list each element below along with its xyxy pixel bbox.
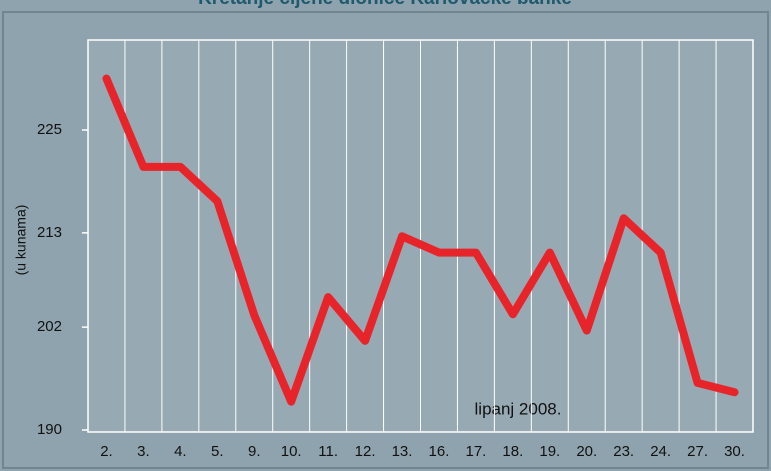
x-tick-label: 11.	[318, 443, 338, 460]
annotation: lipanj 2008.	[475, 399, 562, 418]
x-tick-label: 27.	[687, 443, 708, 460]
x-tick-label: 19.	[539, 443, 560, 460]
x-tick-label: 18.	[502, 443, 523, 460]
x-tick-label: 9.	[248, 443, 261, 460]
x-tick-label: 30.	[724, 443, 745, 460]
y-tick-label: 202	[37, 318, 62, 335]
x-tick-label: 23.	[613, 443, 634, 460]
line	[102, 74, 739, 406]
x-tick-label: 17.	[465, 443, 486, 460]
frame	[2, 11, 769, 469]
y-tick-label: 225	[37, 121, 62, 138]
x-tick-label: 16.	[429, 443, 450, 460]
y-tick-label: 213	[37, 224, 62, 241]
x-tick-label: 4.	[174, 443, 187, 460]
x-tick-label: 13.	[392, 443, 413, 460]
x-tick-label: 3.	[137, 443, 150, 460]
x-tick-label: 20.	[576, 443, 597, 460]
x-tick-label: 24.	[650, 443, 671, 460]
y-axis-label: (u kunama)	[13, 205, 29, 276]
x-tick-label: 10.	[281, 443, 302, 460]
x-tick-label: 12.	[355, 443, 376, 460]
x-tick-label: 5.	[211, 443, 224, 460]
chart-title: Kretanje cijene dionice Karlovačke banke	[198, 0, 572, 9]
y-tick-label: 190	[37, 421, 62, 438]
x-tick-label: 2.	[100, 443, 113, 460]
